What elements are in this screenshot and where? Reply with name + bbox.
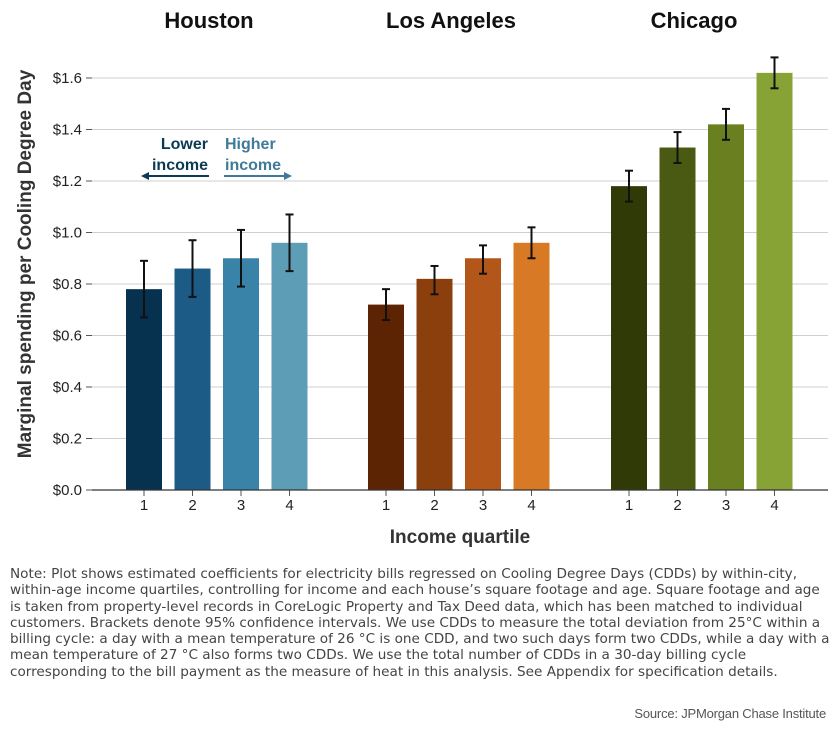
- x-tick-label: 2: [188, 497, 196, 514]
- chart-source: Source: JPMorgan Chase Institute: [634, 706, 826, 721]
- bar-chart: $0.0 $0.2 $0.4 $0.6 $0.8 $1.0 $1.2 $1.4 $1.6 Marg…: [15, 8, 828, 548]
- bar: [223, 258, 259, 490]
- x-tick-label: 2: [673, 497, 681, 514]
- bar: [126, 289, 162, 490]
- panel-title: Houston: [164, 8, 253, 33]
- annotation-higher-income: Higher: [225, 136, 276, 153]
- x-axis-title: Income quartile: [390, 527, 530, 548]
- y-tick-label: $0.2: [53, 431, 82, 448]
- bar: [465, 258, 501, 490]
- y-tick-label: $1.2: [53, 173, 82, 190]
- panel-title: Los Angeles: [386, 8, 516, 33]
- bar: [271, 242, 308, 490]
- bar: [659, 147, 696, 490]
- arrow-left-head: [141, 172, 149, 180]
- x-tick-label: 1: [140, 497, 148, 514]
- x-tick-label: 3: [722, 497, 730, 514]
- y-tick-label: $1.6: [53, 70, 82, 87]
- y-axis-title: Marginal spending per Cooling Degree Day: [15, 69, 36, 458]
- annotation-lower-income: income: [152, 157, 208, 174]
- bar: [708, 124, 744, 490]
- y-tick-label: $1.4: [53, 122, 82, 139]
- bar: [368, 304, 404, 490]
- annotation-lower-income: Lower: [161, 136, 208, 153]
- chart-note: Note: Plot shows estimated coefficients …: [10, 566, 830, 680]
- y-tick-label: $0.4: [53, 379, 82, 396]
- y-tick-label: $0.6: [53, 328, 82, 345]
- bar: [174, 268, 211, 490]
- bar: [611, 186, 647, 490]
- bar: [756, 72, 793, 490]
- y-tick-label: $0.8: [53, 276, 82, 293]
- y-tick-label: $0.0: [53, 482, 82, 499]
- x-tick-label: 1: [625, 497, 633, 514]
- x-tick-label: 4: [527, 497, 535, 514]
- y-tick-label: $1.0: [53, 225, 82, 242]
- x-tick-label: 1: [382, 497, 390, 514]
- annotation-higher-income: income: [225, 157, 281, 174]
- x-tick-label: 4: [285, 497, 293, 514]
- x-tick-label: 4: [770, 497, 778, 514]
- x-tick-label: 3: [237, 497, 245, 514]
- x-tick-label: 2: [430, 497, 438, 514]
- x-tick-label: 3: [479, 497, 487, 514]
- arrow-right-head: [284, 172, 292, 180]
- bar: [416, 278, 453, 490]
- bar: [513, 242, 550, 490]
- panel-title: Chicago: [651, 8, 738, 33]
